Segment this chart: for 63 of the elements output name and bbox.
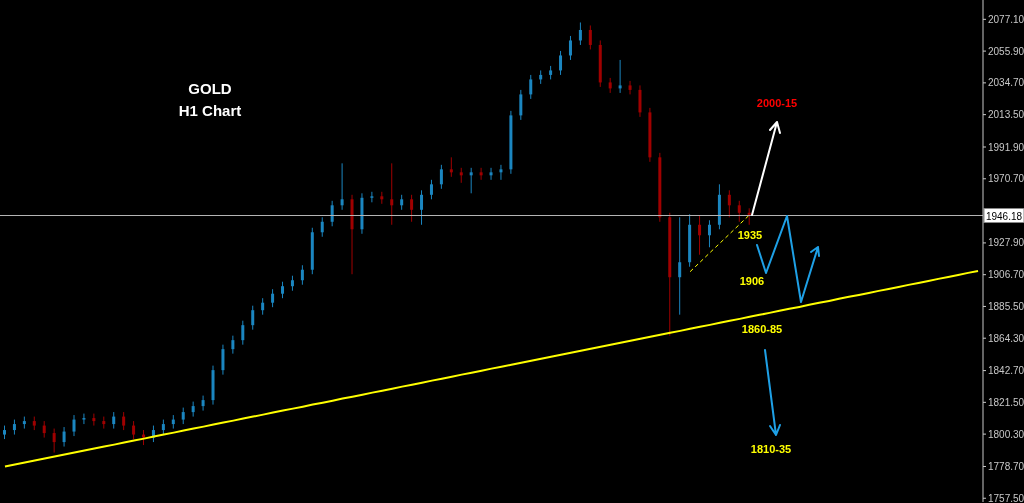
y-tick-label: 1927.90 (988, 237, 1024, 249)
candlestick (439, 164, 443, 190)
candlestick (449, 156, 453, 178)
y-tick-label: 1842.70 (988, 365, 1024, 377)
candlestick (221, 344, 225, 376)
candlestick (489, 167, 493, 181)
candlestick (420, 189, 424, 226)
y-tick-label: 2077.10 (988, 13, 1024, 25)
candlestick (92, 413, 96, 427)
text: GOLD (187, 79, 233, 99)
line-series (3, 269, 980, 468)
y-tick-label: 1800.30 (988, 428, 1024, 440)
candlestick (479, 167, 483, 181)
candlestick (529, 74, 533, 100)
candlestick (618, 59, 622, 94)
candlestick (469, 167, 473, 194)
y-tick-label: 2055.90 (988, 45, 1024, 57)
candlestick (241, 320, 245, 346)
y-tick-label: 1821.50 (988, 396, 1024, 408)
text: H1 Chart (177, 101, 243, 121)
y-tick-label: 2034.70 (988, 77, 1024, 89)
candlestick (588, 24, 592, 50)
candlestick (737, 200, 741, 223)
candlestick (499, 164, 503, 181)
candlestick (568, 35, 572, 61)
candlestick (390, 162, 394, 226)
annotation: 1810-35 (750, 443, 792, 455)
candlestick (82, 413, 86, 425)
candlestick (320, 216, 324, 238)
candlestick (410, 194, 414, 223)
ref-line-label: 1946.18 (985, 210, 1023, 222)
candlestick (519, 89, 523, 121)
candlestick (559, 50, 563, 76)
y-tick-label: 1864.30 (988, 332, 1024, 344)
candlestick (201, 395, 205, 412)
annotation: 2000-15 (756, 97, 798, 109)
y-tick-label: 1757.50 (988, 492, 1024, 503)
annotation: 1935 (737, 229, 763, 241)
annotation: 1906 (739, 275, 765, 287)
candlestick (52, 428, 56, 454)
y-tick-label: 1885.50 (988, 300, 1024, 312)
candlestick (251, 305, 255, 331)
candlestick (678, 216, 682, 316)
candlestick (72, 414, 76, 437)
candlestick (370, 191, 374, 203)
candlestick (330, 200, 334, 227)
annotation: 1860-85 (741, 323, 783, 335)
candlestick (231, 335, 235, 355)
candlestick (300, 264, 304, 286)
y-tick-label: 1906.70 (988, 269, 1024, 281)
candlestick (727, 189, 731, 218)
candlestick (698, 215, 702, 256)
y-tick-label: 2013.50 (988, 109, 1024, 121)
candlestick (62, 426, 66, 448)
candlestick (628, 80, 632, 95)
candlestick (340, 162, 344, 211)
candlestick (707, 219, 711, 248)
y-tick-label: 1991.90 (988, 141, 1024, 153)
y-tick-label: 1778.70 (988, 461, 1024, 473)
candlestick (578, 21, 582, 46)
y-tick-label: 1970.70 (988, 173, 1024, 185)
candlestick (638, 84, 642, 118)
candlestick (429, 179, 433, 200)
